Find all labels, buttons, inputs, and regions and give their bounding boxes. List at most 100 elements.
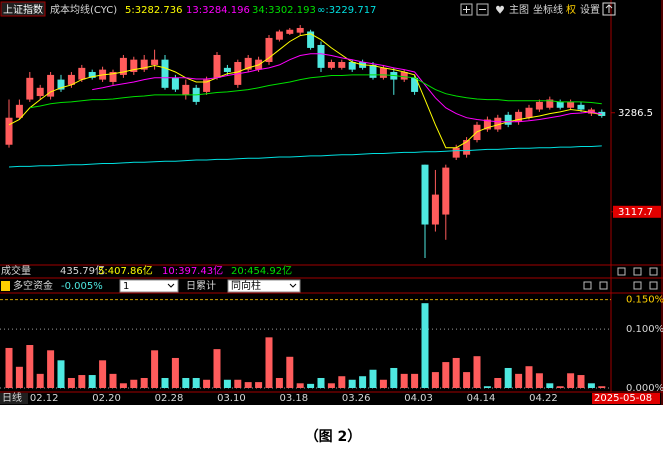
volume-ma5: 5:407.86亿 [98,264,153,277]
bar [400,373,408,388]
legend-entry: 13:3284.196 [186,5,250,16]
zoom-out-icon[interactable] [476,3,489,16]
candle-body [286,29,294,34]
bar [369,369,377,388]
bar [317,377,325,388]
bar [379,379,387,388]
candle-body [535,101,543,110]
candle-body [15,104,23,118]
bar [223,379,231,388]
ma-line [29,74,602,109]
candle-body [556,101,564,108]
candle-body [161,59,169,88]
bar [192,377,200,388]
candle-body [36,87,44,97]
candle-body [109,71,117,82]
candle-body [57,79,65,90]
bar [535,373,543,388]
bar [338,376,346,388]
period-select[interactable] [119,279,179,293]
candle-body [567,101,575,108]
bar [36,373,44,388]
main-button[interactable]: 主图 [509,4,529,16]
indicator-name: 成本均线(CYC) [50,3,117,16]
caption: （图 2） [305,429,362,445]
indicator-value: -0.005% [61,281,103,292]
candle-body [171,77,179,90]
index-name[interactable]: 上证指数 [3,3,43,16]
period-select-text[interactable]: 1 [123,281,129,292]
candle-body [88,71,96,78]
candle-body [244,57,252,70]
bar [255,382,263,388]
candle-body [463,140,471,155]
settings-button[interactable]: 设置 [580,4,600,16]
candle-body [26,77,34,100]
help-icon[interactable] [1,281,10,291]
bar [494,377,502,388]
indicator-title: 多空资金 [13,279,53,292]
candle-body [67,74,75,85]
dropdown-arrow[interactable] [289,283,297,288]
coord-button[interactable]: 坐标线 [533,3,563,16]
candle-body [265,37,273,63]
candle-body [431,194,439,225]
x-tick-label: 03.18 [279,393,308,404]
volume-label: 成交量 [1,264,31,277]
zoom-in-icon[interactable] [463,6,470,13]
collapse-icon[interactable] [605,4,613,13]
bar [213,349,221,388]
bar [57,360,65,388]
panel-icons[interactable] [583,281,658,290]
x-tick-label: 04.14 [467,393,496,404]
volume-ma20: 20:454.92亿 [231,264,292,277]
y-tick-label: 0.150% [626,295,664,306]
candle-body [47,74,55,97]
y-tick-label: 0.100% [626,324,664,335]
rights-button[interactable]: 权 [566,3,576,16]
candle-body [182,84,190,95]
legend-entry: ∞:3229.717 [317,5,376,16]
y-tick-box [613,205,661,218]
bar [26,345,34,388]
collapse-icon[interactable] [602,2,616,16]
x-tick-label: 03.10 [217,393,246,404]
index-box[interactable] [0,1,46,17]
bar [515,373,523,388]
bar [182,377,190,388]
y-tick-label: 3286.5 [618,108,653,119]
period-label: 日线 [2,391,22,404]
bar [151,350,159,388]
bar [390,367,398,388]
bar [567,373,575,388]
zoom-in-icon[interactable] [460,3,473,16]
candle-body [151,59,159,65]
bar [47,350,55,388]
bar [483,386,491,388]
style-select-text[interactable]: 同向柱 [231,279,261,292]
candle-body [338,62,346,68]
candle-body [348,62,356,70]
bar [140,377,148,388]
dropdown-arrow[interactable] [167,283,175,288]
y-tick-label: 0.000% [626,383,664,394]
bar [525,366,533,388]
bar [473,356,481,388]
cursor-date-box [592,393,660,404]
style-select[interactable] [227,279,301,293]
ma-line [8,33,602,149]
favorite-icon[interactable] [496,5,504,14]
bar [296,383,304,388]
bar [234,379,242,388]
candle-body [452,147,460,158]
candle-body [119,57,127,75]
candle-body [296,27,304,33]
bar [556,386,564,388]
panel-icons[interactable] [617,267,658,276]
candle-body [515,111,523,122]
bar [119,383,127,388]
candle-body [369,64,377,78]
y-tick-label: 3117.7 [618,207,653,218]
volume-total: 435.79亿 [60,264,105,277]
